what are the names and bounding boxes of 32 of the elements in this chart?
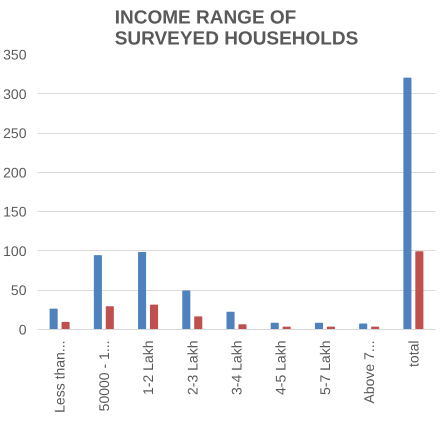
x-tick-label: 3-4 Lakh: [228, 340, 244, 395]
bar: [94, 255, 102, 330]
bar: [194, 316, 202, 330]
bar: [270, 322, 279, 330]
bar: [226, 312, 235, 330]
y-tick-label: 100: [3, 242, 27, 259]
y-tick-label: 150: [3, 204, 27, 220]
y-tick-label: 200: [3, 164, 27, 180]
bar: [138, 252, 146, 330]
bar: [62, 322, 70, 330]
y-tick-label: 50: [10, 282, 27, 298]
x-tick-label: 4-5 Lakh: [272, 340, 289, 395]
x-tick-label: total: [405, 340, 422, 367]
x-tick-label: Less than...: [52, 340, 68, 413]
bar: [182, 290, 190, 330]
x-tick-label: 5-7 Lakh: [316, 340, 333, 395]
y-tick-label: 300: [3, 86, 27, 102]
x-tick-label: 1-2 Lakh: [140, 340, 156, 395]
bar: [314, 322, 324, 330]
bar: [415, 251, 424, 330]
x-tick-label: Above 7...: [361, 340, 378, 404]
bar: [106, 306, 114, 330]
y-tick-label: 0: [18, 322, 27, 338]
chart-title: INCOME RANGE OF SURVEYED HOUSEHOLDS: [114, 8, 358, 50]
y-tick-label: 250: [3, 125, 27, 142]
bar: [359, 324, 368, 330]
x-tick-label: 50000 - 1...: [96, 340, 112, 412]
bar: [50, 308, 58, 330]
bar: [150, 304, 158, 330]
y-tick-label: 350: [3, 46, 27, 62]
bar: [403, 78, 412, 330]
x-tick-label: 2-3 Lakh: [184, 340, 200, 395]
